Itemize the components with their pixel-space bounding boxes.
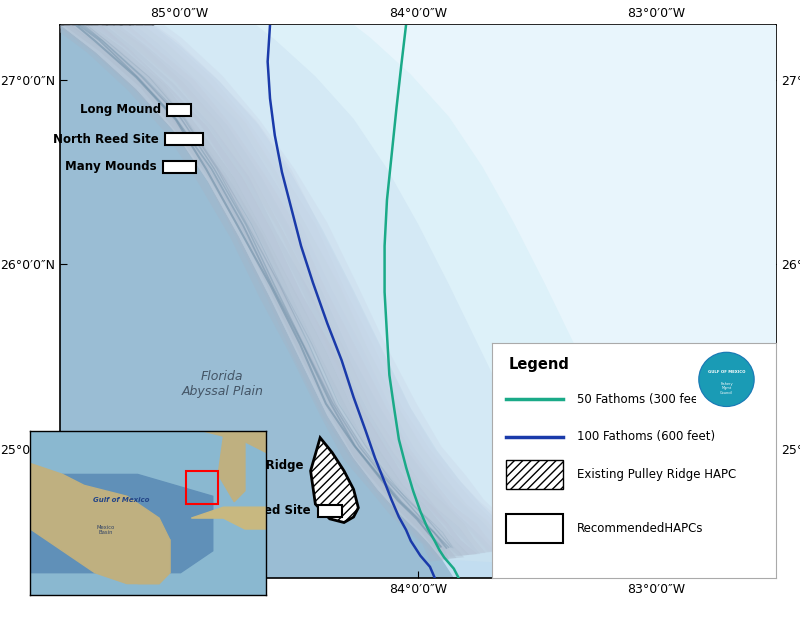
Polygon shape — [218, 436, 245, 502]
Polygon shape — [334, 10, 776, 578]
Polygon shape — [239, 12, 776, 578]
Polygon shape — [120, 13, 524, 551]
Bar — [162, 161, 196, 172]
Polygon shape — [60, 25, 776, 578]
Text: 50 Fathoms (300 feet): 50 Fathoms (300 feet) — [578, 393, 708, 406]
Polygon shape — [138, 529, 170, 583]
Polygon shape — [105, 15, 507, 551]
Bar — [186, 471, 218, 504]
Text: Many Mounds: Many Mounds — [65, 160, 157, 173]
Circle shape — [699, 352, 754, 407]
Text: Gulf of Mexico: Gulf of Mexico — [94, 497, 150, 502]
Bar — [165, 133, 203, 145]
Polygon shape — [60, 25, 454, 578]
Polygon shape — [143, 17, 776, 578]
Polygon shape — [75, 19, 478, 556]
Polygon shape — [118, 13, 516, 550]
Text: South Reed Site: South Reed Site — [204, 504, 310, 517]
Polygon shape — [30, 475, 213, 573]
Polygon shape — [126, 11, 530, 549]
Text: Existing Pulley Ridge HAPC: Existing Pulley Ridge HAPC — [578, 468, 737, 481]
Polygon shape — [86, 20, 486, 555]
Polygon shape — [310, 438, 358, 522]
Text: 100 Fathoms (600 feet): 100 Fathoms (600 feet) — [578, 430, 715, 444]
Polygon shape — [54, 22, 456, 560]
Text: Long Mound: Long Mound — [80, 103, 162, 116]
Polygon shape — [66, 21, 470, 557]
Polygon shape — [80, 20, 480, 556]
Text: Mexico
Basin: Mexico Basin — [96, 525, 114, 535]
Polygon shape — [50, 23, 450, 562]
Text: RecommendedHAPCs: RecommendedHAPCs — [578, 522, 704, 535]
Polygon shape — [30, 464, 170, 583]
Bar — [506, 460, 563, 489]
Circle shape — [700, 353, 753, 405]
Text: Fishery
Mgmt
Council: Fishery Mgmt Council — [720, 381, 733, 395]
Text: Legend: Legend — [509, 357, 570, 372]
Bar — [506, 514, 563, 543]
Polygon shape — [112, 15, 509, 551]
Text: Pulley Ridge: Pulley Ridge — [221, 459, 303, 472]
Polygon shape — [191, 507, 298, 529]
Bar — [318, 504, 342, 517]
Polygon shape — [62, 22, 464, 559]
Text: Florida
Abyssal Plain: Florida Abyssal Plain — [182, 370, 263, 398]
Text: N: N — [716, 37, 729, 53]
Polygon shape — [101, 17, 500, 553]
Text: GULF OF MEXICO: GULF OF MEXICO — [708, 370, 746, 375]
Polygon shape — [91, 18, 495, 553]
Text: North Reed Site: North Reed Site — [54, 132, 159, 145]
Bar — [167, 104, 191, 116]
Polygon shape — [30, 431, 266, 452]
